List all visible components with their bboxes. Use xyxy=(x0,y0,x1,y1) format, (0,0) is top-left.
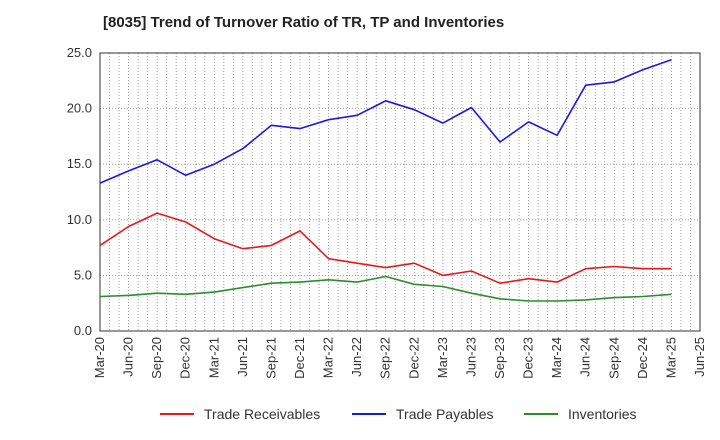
chart-title: [8035] Trend of Turnover Ratio of TR, TP… xyxy=(103,14,505,31)
x-tick-label: Sep-22 xyxy=(378,337,393,379)
grid xyxy=(99,52,701,332)
x-tick-label: Jun-20 xyxy=(121,337,136,377)
x-tick-label: Mar-21 xyxy=(206,337,221,378)
x-tick-label: Mar-20 xyxy=(92,337,107,378)
series-line-inventories xyxy=(99,275,672,302)
series-line-trade-receivables xyxy=(99,212,672,285)
x-tick-label: Dec-22 xyxy=(406,337,421,379)
x-tick-label: Mar-25 xyxy=(663,337,678,378)
legend-label-trade-receivables: Trade Receivables xyxy=(204,406,320,422)
x-tick-label: Jun-25 xyxy=(692,337,707,377)
y-tick-label: 20.0 xyxy=(67,101,92,116)
x-tick-label: Mar-24 xyxy=(549,337,564,378)
x-tick-label: Mar-22 xyxy=(321,337,336,378)
x-tick-label: Mar-23 xyxy=(435,337,450,378)
x-tick-label: Dec-24 xyxy=(635,337,650,379)
x-tick-label: Sep-24 xyxy=(606,337,621,379)
x-tick-label: Jun-23 xyxy=(463,337,478,377)
y-tick-label: 0.0 xyxy=(74,323,92,338)
x-tick-label: Dec-20 xyxy=(178,337,193,379)
y-tick-label: 5.0 xyxy=(74,267,92,282)
x-tick-label: Dec-21 xyxy=(292,337,307,379)
x-tick-label: Dec-23 xyxy=(521,337,536,379)
x-tick-label: Jun-24 xyxy=(578,337,593,377)
axes: 0.0 5.0 10.0 15.0 20.0 25.0 Mar-20 Jun-20 Sep-20… xyxy=(67,45,707,379)
x-tick-label: Sep-23 xyxy=(492,337,507,379)
legend-label-inventories: Inventories xyxy=(568,406,636,422)
y-tick-label: 15.0 xyxy=(67,156,92,171)
legend-label-trade-payables: Trade Payables xyxy=(396,406,494,422)
x-tick-label: Jun-21 xyxy=(235,337,250,377)
x-tick-label: Sep-20 xyxy=(149,337,164,379)
x-tick-label: Jun-22 xyxy=(349,337,364,377)
series-line-trade-payables xyxy=(99,58,672,184)
plot-frame xyxy=(99,52,701,332)
y-tick-label: 10.0 xyxy=(67,212,92,227)
x-tick-label: Sep-21 xyxy=(263,337,278,379)
series-lines xyxy=(99,58,672,302)
legend: Trade Receivables Trade Payables Inventori… xyxy=(160,406,636,422)
y-tick-label: 25.0 xyxy=(67,45,92,60)
